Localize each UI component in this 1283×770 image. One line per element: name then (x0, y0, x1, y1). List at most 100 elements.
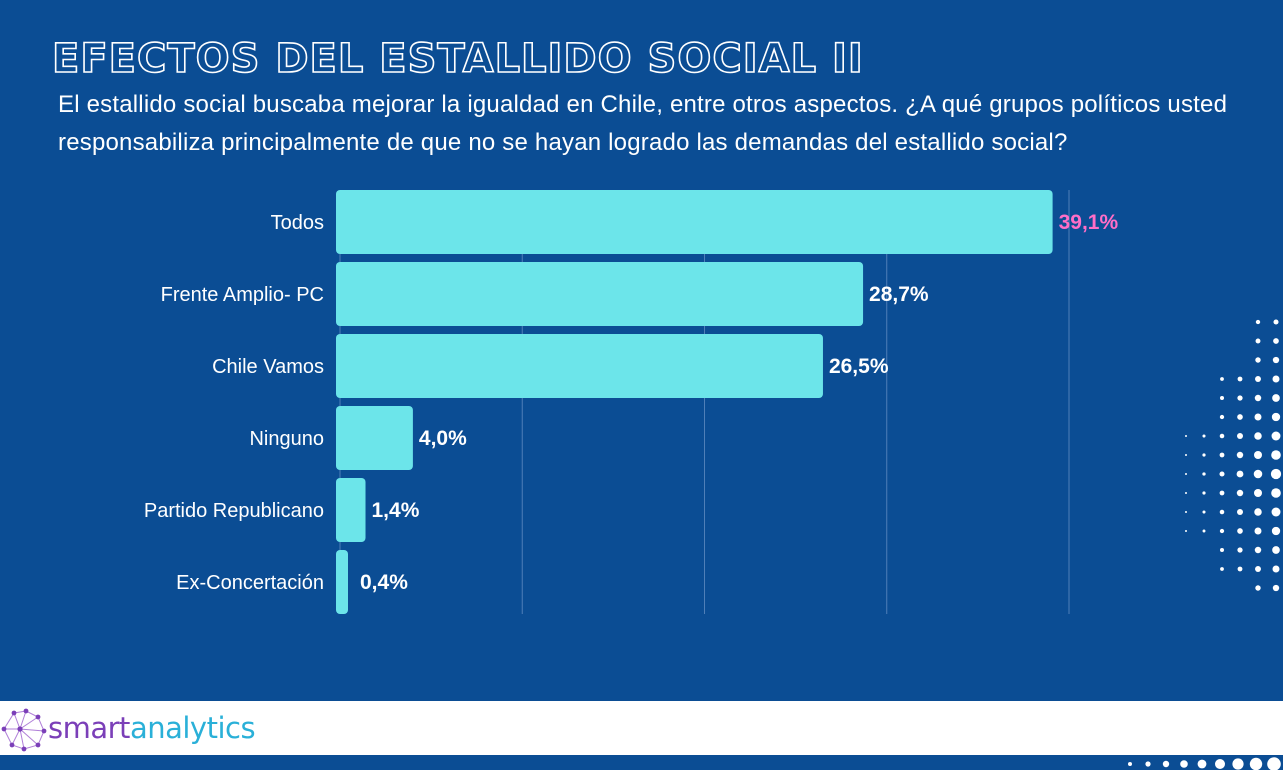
decor-dot (1202, 529, 1206, 533)
decor-dot (1236, 451, 1244, 459)
bar (336, 190, 1053, 254)
decor-dot (1185, 454, 1187, 456)
decor-dot (1273, 319, 1279, 325)
value-labels: 39,1% 28,7% 26,5% 4,0% 1,4% 0,4% (360, 211, 1118, 594)
decor-dot (1237, 376, 1243, 382)
category-label: Todos (271, 212, 324, 234)
category-label: Partido Republicano (144, 500, 324, 522)
value-label: 4,0% (419, 427, 467, 450)
decor-dot (1197, 759, 1207, 769)
decor-dot (1219, 452, 1225, 458)
decor-dot (1219, 414, 1225, 420)
decor-dot (1215, 759, 1225, 769)
bar-chart: Todos Frente Amplio- PC Chile Vamos Ninguno… (144, 190, 1118, 614)
logo-part-analytics: analytics (129, 711, 256, 745)
decor-dot (1202, 453, 1206, 457)
decor-dot (1272, 356, 1280, 364)
value-label: 1,4% (372, 499, 420, 522)
category-label: Chile Vamos (212, 356, 324, 378)
decor-dot (1219, 509, 1225, 515)
decor-dot (1185, 511, 1187, 513)
decor-dot (1272, 394, 1280, 402)
decor-dot (1253, 488, 1263, 498)
decor-dot (1219, 490, 1225, 496)
bar (336, 334, 823, 398)
decor-dot (1272, 546, 1280, 554)
bar (336, 550, 348, 614)
decor-dot (1237, 414, 1243, 420)
decor-dot (1254, 527, 1262, 535)
category-labels: Todos Frente Amplio- PC Chile Vamos Ninguno… (144, 212, 324, 594)
decor-dot (1219, 547, 1225, 553)
footer-strip (0, 755, 1283, 770)
bars (336, 190, 1053, 614)
category-label: Ninguno (249, 428, 324, 450)
decor-dot (1219, 528, 1225, 534)
decor-dot (1180, 760, 1188, 768)
dot-pattern-decoration (1185, 319, 1282, 592)
decor-dot (1253, 469, 1263, 479)
decor-dot (1219, 471, 1225, 477)
decor-dot (1254, 546, 1262, 554)
decor-dot (1185, 435, 1187, 437)
footer-dot-decoration (1128, 757, 1281, 770)
decor-dot (1128, 762, 1132, 766)
decor-dot (1237, 528, 1243, 534)
decor-dot (1255, 376, 1261, 382)
bar (336, 262, 864, 326)
decor-dot (1271, 488, 1281, 498)
decor-dot (1267, 757, 1281, 770)
decor-dot (1220, 567, 1224, 571)
decor-dot (1236, 470, 1244, 478)
decor-dot (1232, 758, 1244, 770)
decor-dot (1271, 412, 1281, 422)
logo-part-smart: smart (48, 711, 130, 745)
decor-dot (1185, 473, 1187, 475)
decor-dot (1254, 413, 1262, 421)
decor-dot (1272, 565, 1280, 573)
decor-dot (1271, 507, 1281, 517)
value-label: 39,1% (1059, 211, 1119, 234)
value-label: 0,4% (360, 571, 408, 594)
decor-dot (1253, 450, 1263, 460)
decor-dot (1254, 508, 1262, 516)
decor-dot (1237, 547, 1243, 553)
decor-dot (1271, 431, 1281, 441)
value-label: 26,5% (829, 355, 889, 378)
decor-dot (1237, 566, 1243, 572)
decor-dot (1219, 395, 1225, 401)
decor-dot (1219, 433, 1225, 439)
chart-subtitle: El estallido social buscaba mejorar la i… (58, 91, 1228, 156)
logo-wordmark: smartanalytics (48, 711, 256, 745)
decor-dot (1255, 566, 1261, 572)
decor-dot (1202, 510, 1206, 514)
decor-dot (1237, 395, 1243, 401)
decor-dot (1202, 434, 1206, 438)
decor-dot (1272, 584, 1280, 592)
brain-network-icon (1, 708, 47, 752)
decor-dot (1271, 526, 1281, 536)
decor-dot (1162, 760, 1170, 768)
bar (336, 478, 366, 542)
decor-dot (1185, 530, 1187, 532)
decor-dot (1236, 489, 1244, 497)
decor-dot (1271, 450, 1281, 460)
gridlines (339, 190, 1070, 614)
value-label: 28,7% (869, 283, 929, 306)
decor-dot (1255, 338, 1261, 344)
bar (336, 406, 413, 470)
decor-dot (1236, 432, 1244, 440)
decor-dot (1270, 468, 1282, 480)
decor-dot (1202, 472, 1206, 476)
decor-dot (1255, 319, 1261, 325)
chart-title: Efectos del estallido social II (51, 35, 864, 83)
decor-dot (1254, 432, 1262, 440)
decor-dot (1185, 492, 1187, 494)
decor-dot (1236, 508, 1244, 516)
decor-dot (1273, 338, 1279, 344)
footer-bar (0, 701, 1283, 755)
decor-dot (1254, 394, 1262, 402)
decor-dot (1202, 491, 1206, 495)
decor-dot (1255, 585, 1261, 591)
decor-dot (1255, 357, 1261, 363)
